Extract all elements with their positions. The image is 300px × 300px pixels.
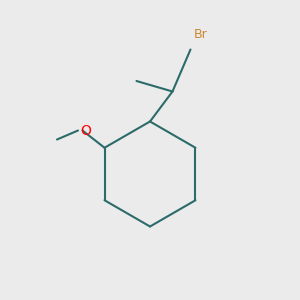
- Text: O: O: [80, 124, 91, 137]
- Text: Br: Br: [194, 28, 207, 40]
